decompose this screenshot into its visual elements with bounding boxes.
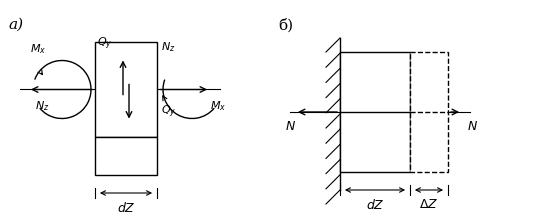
Text: $N_z$: $N_z$: [35, 99, 49, 113]
Bar: [95, 42, 157, 137]
Text: $M_x$: $M_x$: [210, 99, 226, 113]
Text: $M_x$: $M_x$: [30, 42, 46, 56]
Text: $dZ$: $dZ$: [116, 201, 135, 215]
Text: $dZ$: $dZ$: [365, 198, 384, 212]
Text: $Q_y$: $Q_y$: [161, 103, 177, 120]
Text: N: N: [285, 120, 295, 133]
Text: $N_z$: $N_z$: [161, 40, 176, 54]
Bar: [410, 52, 448, 172]
Text: $\Delta Z$: $\Delta Z$: [420, 198, 439, 211]
Text: а): а): [8, 18, 23, 32]
Text: N: N: [468, 120, 477, 133]
Bar: [95, 137, 157, 175]
Text: $Q_y$: $Q_y$: [97, 35, 113, 52]
Text: б): б): [278, 18, 293, 32]
Bar: [340, 52, 410, 172]
